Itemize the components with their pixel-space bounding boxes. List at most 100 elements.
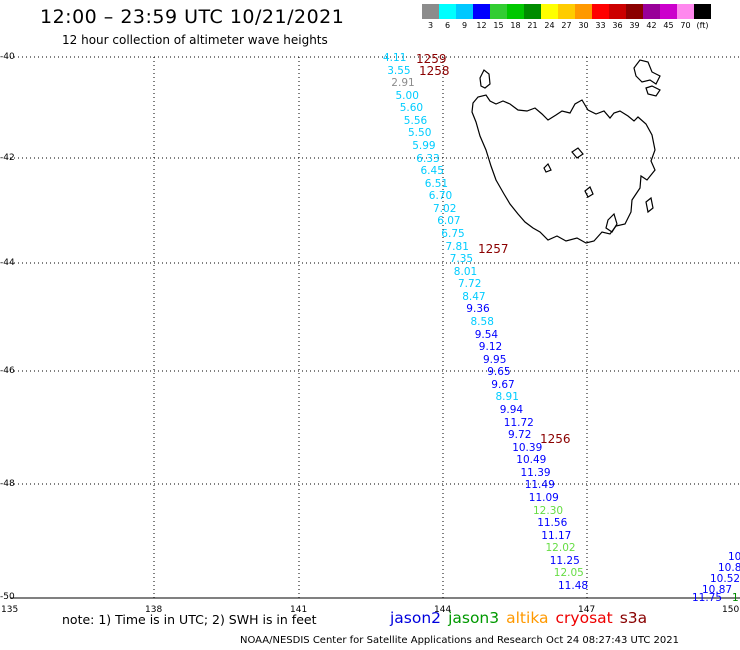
wave-height-label-edge: 10.87 (702, 584, 733, 596)
islet-1 (571, 147, 584, 159)
islet-3 (584, 186, 594, 198)
islet-2 (543, 162, 552, 173)
legend-swatch (507, 4, 524, 19)
king-island (479, 69, 491, 89)
wave-height-label: 11.09 (528, 492, 559, 504)
wave-height-label: 8.47 (462, 290, 486, 303)
legend-label: (ft) (696, 21, 709, 30)
legend-label: 39 (629, 21, 640, 30)
wave-height-label: 9.36 (466, 303, 490, 316)
wave-height-label: 9.54 (474, 328, 499, 341)
wave-height-label: 11.49 (524, 479, 555, 492)
lon-label-135: 135 (1, 605, 19, 615)
pass-label-1259: 1259 (416, 52, 447, 66)
wave-height-label: 10.49 (516, 454, 547, 467)
lat-label-42: -42 (0, 153, 15, 163)
legend-label: 18 (510, 21, 521, 30)
wave-height-label: 6.45 (420, 165, 444, 178)
satellite-cryosat: cryosat (555, 609, 613, 627)
wave-height-label: 7.02 (433, 202, 457, 215)
wave-height-label: 8.58 (470, 316, 494, 328)
bruny-island (605, 212, 618, 233)
lat-label-46: -46 (0, 366, 15, 376)
wave-height-label: 8.01 (453, 265, 478, 278)
chart-subtitle: 12 hour collection of altimeter wave hei… (62, 33, 328, 47)
wave-height-label: 6.07 (437, 215, 461, 228)
wave-height-label: 10.39 (512, 441, 543, 454)
satellite-legend: jason2 jason3 altika cryosat s3a (390, 609, 654, 627)
wave-height-label: 7.81 (445, 240, 469, 253)
legend-label: 45 (663, 21, 674, 30)
wave-height-label: 3.55 (387, 64, 411, 77)
legend-labels: 3 6 9 12 15 18 21 24 27 30 33 36 39 42 45 70 (ft) (422, 21, 711, 30)
wave-height-label: 5.99 (412, 140, 436, 152)
legend-label: 6 (444, 21, 451, 30)
satellite-jason2: jason2 (390, 609, 442, 627)
legend-swatch (660, 4, 677, 19)
wave-height-label-edge: 10 (728, 551, 740, 563)
lat-label-50: -50 (0, 592, 15, 602)
wave-height-label: 6.75 (441, 228, 465, 240)
legend-label: 27 (561, 21, 572, 30)
satellite-s3a: s3a (619, 609, 648, 627)
wave-height-label: 9.72 (508, 429, 532, 442)
satellite-jason3: jason3 (448, 609, 500, 627)
wave-height-label: 5.60 (399, 102, 424, 115)
legend-swatch (643, 4, 660, 19)
legend-label: 15 (493, 21, 504, 30)
wave-height-label: 2.91 (391, 77, 415, 90)
pass-label-1256: 1256 (540, 432, 571, 446)
legend-label: 3 (427, 21, 434, 30)
wave-height-label: 11.48 (558, 580, 589, 592)
wave-height-label: 11.56 (537, 517, 568, 530)
wave-height-label: 9.94 (499, 404, 524, 416)
lon-label-144: 144 (434, 605, 452, 615)
wave-height-label: 6.70 (428, 190, 453, 203)
lon-label-141: 141 (290, 605, 308, 615)
wave-height-label: 7.35 (449, 253, 474, 266)
maria-island (645, 196, 654, 214)
legend-swatches (422, 4, 711, 19)
footer-note: note: 1) Time is in UTC; 2) SWH is in fe… (62, 612, 317, 627)
chart-title: 12:00 – 23:59 UTC 10/21/2021 (40, 6, 345, 28)
legend-swatch (490, 4, 507, 19)
color-legend: 3 6 9 12 15 18 21 24 27 30 33 36 39 42 45 70 (ft) (422, 4, 711, 30)
wave-height-label: 5.00 (395, 89, 419, 102)
wave-height-label: 9.67 (491, 378, 515, 391)
wave-height-label: 12.05 (553, 567, 584, 580)
legend-swatch (609, 4, 626, 19)
wave-height-label: 7.72 (458, 278, 482, 291)
legend-label: 36 (612, 21, 623, 30)
legend-swatch (422, 4, 439, 19)
wave-height-label: 11.39 (520, 466, 551, 479)
wave-height-label-edge: 10.8 (718, 562, 740, 574)
legend-label: 24 (544, 21, 555, 30)
satellite-altika: altika (506, 609, 549, 627)
legend-swatch (456, 4, 473, 19)
legend-label: 42 (646, 21, 657, 30)
pass-label-1258: 1258 (419, 64, 450, 78)
legend-label: 9 (461, 21, 468, 30)
legend-swatch (558, 4, 575, 19)
legend-label: 12 (476, 21, 487, 30)
wave-height-label: 11.25 (549, 554, 580, 567)
wave-height-label-edge: 1 (732, 592, 739, 604)
legend-swatch (575, 4, 592, 19)
wave-height-label: 9.95 (483, 353, 507, 366)
legend-label: 21 (527, 21, 538, 30)
wave-height-label-edge: 11.75 (692, 592, 723, 604)
wave-height-label: 9.12 (478, 341, 503, 354)
tasmania-coastline (471, 59, 661, 244)
wave-height-label: 9.65 (487, 366, 511, 379)
cape-barren-island (645, 85, 661, 97)
pass-label-1257: 1257 (478, 242, 509, 256)
lon-label-138: 138 (145, 605, 163, 615)
wave-height-label: 11.17 (541, 529, 572, 542)
wave-height-label: 6.33 (416, 152, 440, 165)
legend-label: 30 (578, 21, 589, 30)
legend-label: 70 (680, 21, 691, 30)
wave-height-label: 12.02 (545, 542, 576, 555)
wave-height-label: 8.91 (495, 391, 519, 404)
lon-label-150: 150 (722, 605, 740, 615)
